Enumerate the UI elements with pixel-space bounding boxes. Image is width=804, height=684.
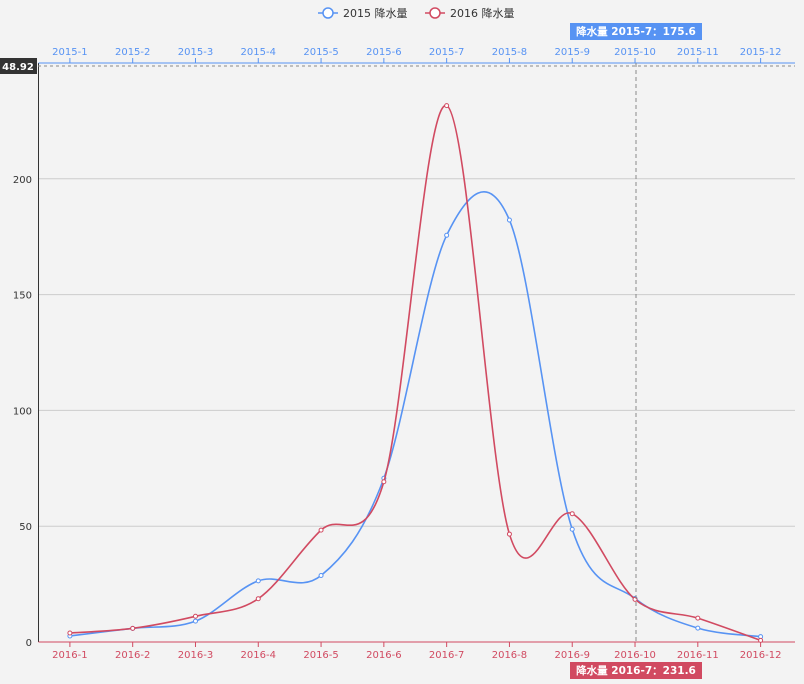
x-top-tick-label: 2015-2 (115, 47, 150, 58)
x-bottom-tick-label: 2016-8 (492, 650, 527, 661)
data-point (569, 511, 575, 517)
x-top-tick-label: 2015-3 (178, 47, 213, 58)
axis-pointer: 48.92 降水量 2015-7：175.6 降水量 2016-7：231.6 (0, 23, 795, 679)
x-bottom-tick-label: 2016-5 (303, 650, 338, 661)
legend[interactable]: 2015 降水量 2016 降水量 (318, 6, 515, 20)
data-point (758, 637, 764, 643)
series-line-2015 (69, 191, 761, 638)
y-tick-label: 50 (19, 522, 32, 533)
y-pointer-label: 48.92 (2, 62, 34, 73)
x-bottom-tick-label: 2016-4 (241, 650, 276, 661)
series-line-2016 (69, 104, 761, 642)
legend-2016-icon (429, 7, 441, 19)
data-point (192, 613, 198, 619)
x-top-tick-label: 2015-9 (555, 47, 590, 58)
data-point (130, 625, 136, 631)
series (67, 103, 764, 643)
x-bottom-tick-label: 2016-10 (614, 650, 656, 661)
data-point (255, 578, 261, 584)
x-bottom-tick-label: 2016-3 (178, 650, 213, 661)
data-point (255, 596, 261, 602)
x-bottom-tick-label: 2016-2 (115, 650, 150, 661)
bottom-pointer-label-bg (570, 662, 702, 679)
y-tick-label: 200 (13, 175, 32, 186)
x-bottom-tick-label: 2016-7 (429, 650, 464, 661)
data-point (695, 615, 701, 621)
data-point (318, 573, 324, 579)
legend-label-2015: 2015 降水量 (343, 6, 408, 20)
data-point (318, 527, 324, 533)
x-top-tick-label: 2015-8 (492, 47, 527, 58)
x-top-tick-label: 2015-7 (429, 47, 464, 58)
axes: 0 50 100 150 200 2015-1 2015-2 2015-3 2015-4 2015… (13, 47, 795, 661)
data-point (444, 232, 450, 238)
top-pointer-label: 降水量 2015-7：175.6 (576, 25, 696, 38)
x-top-tick-label: 2015-12 (740, 47, 782, 58)
legend-2015-icon (322, 7, 334, 19)
x-bottom-tick-label: 2016-12 (740, 650, 782, 661)
x-top-tick-label: 2015-11 (677, 47, 719, 58)
x-top-tick-label: 2015-1 (52, 47, 87, 58)
bottom-pointer-label: 降水量 2016-7：231.6 (576, 664, 696, 677)
legend-item-2016[interactable]: 2016 降水量 (425, 6, 515, 20)
data-point (444, 103, 450, 109)
legend-item-2015[interactable]: 2015 降水量 (318, 6, 408, 20)
x-top-tick-label: 2015-10 (614, 47, 656, 58)
data-point (381, 479, 387, 485)
data-point (506, 531, 512, 537)
x-bottom-tick-label: 2016-11 (677, 650, 719, 661)
y-tick-label: 100 (13, 406, 32, 417)
x-bottom-tick-label: 2016-6 (366, 650, 401, 661)
legend-label-2016: 2016 降水量 (450, 6, 515, 20)
y-tick-label: 0 (26, 638, 32, 649)
x-bottom-tick-label: 2016-1 (52, 650, 87, 661)
data-point (506, 217, 512, 223)
y-tick-label: 150 (13, 291, 32, 302)
y-pointer-label-bg (0, 58, 37, 74)
x-top-tick-label: 2015-4 (241, 47, 276, 58)
data-point (192, 618, 198, 624)
data-point (67, 630, 73, 636)
x-top-tick-label: 2015-6 (366, 47, 401, 58)
data-point (695, 625, 701, 631)
x-top-tick-label: 2015-5 (303, 47, 338, 58)
x-bottom-tick-label: 2016-9 (555, 650, 590, 661)
top-pointer-label-bg (570, 23, 702, 40)
data-point (569, 526, 575, 532)
grid (38, 178, 795, 527)
